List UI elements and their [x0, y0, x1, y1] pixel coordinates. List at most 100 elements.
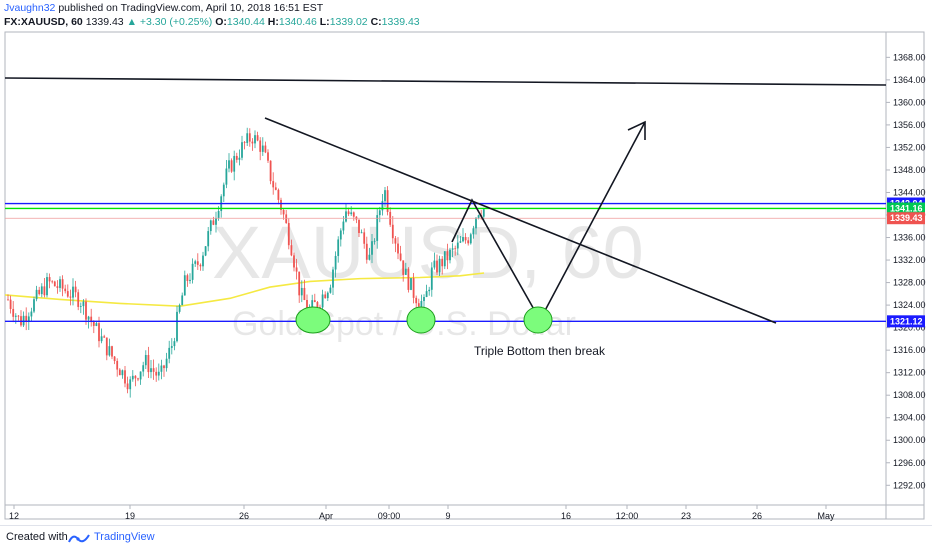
close-value: 1339.43 — [381, 16, 420, 28]
price-chart[interactable]: XAUUSD, 60 Gold Spot / U.S. Dollar 1292.… — [0, 0, 932, 525]
candle-body — [293, 255, 295, 268]
y-tick-label: 1308.00 — [893, 390, 926, 400]
candle-body — [358, 219, 360, 233]
moving-average — [4, 272, 485, 308]
candle-body — [363, 232, 366, 244]
candle-body — [144, 354, 147, 366]
y-tick-label: 1344.00 — [893, 187, 926, 197]
candle-body — [59, 279, 61, 288]
candle-body — [345, 211, 347, 222]
candle-body — [160, 365, 163, 372]
candle-body — [321, 294, 324, 308]
candle-body — [87, 316, 90, 320]
candle-body — [173, 341, 176, 347]
candle-body — [33, 299, 35, 312]
projection-arrow-head — [627, 120, 646, 140]
y-tick-label: 1332.00 — [893, 255, 926, 265]
candle-body — [425, 291, 428, 298]
candle-body — [222, 184, 225, 197]
resistance-line — [4, 77, 887, 86]
candle-body — [269, 160, 272, 182]
bottom-highlight-1 — [295, 306, 331, 334]
candle-body — [181, 295, 184, 306]
tradingview-brand-link[interactable]: TradingView — [94, 531, 155, 543]
candle-body — [477, 215, 480, 218]
candle-body — [69, 296, 72, 298]
candle-body — [53, 281, 56, 287]
candle-body — [150, 368, 152, 373]
candle-body — [397, 243, 399, 254]
bottom-highlight-3 — [523, 306, 553, 334]
candle-body — [381, 201, 384, 211]
candle-body — [228, 160, 230, 169]
candle-body — [90, 316, 93, 322]
candle-body — [157, 371, 160, 376]
candle-body — [246, 133, 249, 143]
candle-body — [243, 142, 246, 144]
candle-body — [118, 369, 121, 376]
y-tick-label: 1320.00 — [893, 323, 926, 333]
candle-body — [121, 370, 124, 376]
candle-body — [64, 288, 67, 292]
candle-body — [183, 275, 186, 296]
candle-body — [126, 383, 129, 390]
candle-body — [248, 133, 251, 142]
price-tag-box — [887, 315, 925, 328]
open-label: O: — [215, 16, 227, 28]
candle-body — [259, 140, 262, 152]
candle-body — [394, 238, 397, 244]
candle-body — [280, 199, 282, 211]
candle-body — [423, 297, 425, 302]
y-tick-label: 1324.00 — [893, 300, 926, 310]
candle-body — [441, 258, 444, 267]
candle-body — [350, 212, 353, 215]
candle-body — [139, 371, 142, 380]
y-tick-label: 1356.00 — [893, 120, 926, 130]
candle-body — [365, 243, 368, 260]
candle-body — [443, 251, 446, 267]
candle-body — [134, 375, 137, 379]
candle-body — [27, 316, 30, 322]
candle-body — [235, 155, 238, 160]
candle-body — [311, 300, 314, 308]
symbol-info: FX:XAUUSD, 60 1339.43 ▲ +3.30 (+0.25%) O… — [4, 16, 420, 28]
candle-body — [306, 300, 308, 310]
candle-body — [402, 260, 405, 275]
y-tick-label: 1364.00 — [893, 75, 926, 85]
high-value: 1340.46 — [278, 16, 317, 28]
candle-body — [391, 224, 394, 239]
candle-body — [212, 220, 215, 225]
candle-body — [72, 286, 74, 298]
watermark-symbol: XAUUSD, 60 — [212, 211, 644, 294]
candle-body — [368, 254, 371, 260]
x-tick-label: 12:00 — [616, 511, 639, 521]
author-link[interactable]: Jvaughn32 — [4, 2, 56, 14]
candle-body — [303, 287, 306, 301]
candle-body — [464, 237, 467, 241]
time-axis[interactable]: 12 19 26 Apr 09:00 9 16 12:00 23 26 May — [9, 505, 835, 521]
candle-body — [274, 187, 277, 190]
candle-body — [48, 277, 51, 282]
price-axis[interactable]: 1292.00 1296.00 1300.00 1304.00 1308.00 1312.… — [886, 52, 926, 490]
candle-body — [77, 292, 80, 307]
horizontal-lines — [5, 202, 886, 323]
candle-body — [152, 368, 155, 372]
candle-body — [79, 306, 82, 307]
low-label: L: — [319, 16, 330, 28]
candle-body — [22, 315, 25, 326]
open-value: 1340.44 — [226, 16, 265, 28]
candle-body — [446, 251, 449, 261]
candle-body — [472, 228, 475, 235]
watermark-name: Gold Spot / U.S. Dollar — [232, 305, 576, 343]
candle-body — [454, 248, 457, 250]
candle-body — [9, 299, 12, 309]
price-tag-box — [887, 212, 925, 225]
candle-body — [384, 190, 386, 202]
symbol-name[interactable]: FX:XAUUSD, 60 — [4, 16, 83, 28]
y-tick-label: 1328.00 — [893, 278, 926, 288]
y-tick-label: 1312.00 — [893, 368, 926, 378]
candle-body — [342, 221, 345, 231]
y-tick-label: 1336.00 — [893, 233, 926, 243]
candle-body — [371, 241, 373, 255]
created-with-text: Created with — [6, 531, 68, 543]
